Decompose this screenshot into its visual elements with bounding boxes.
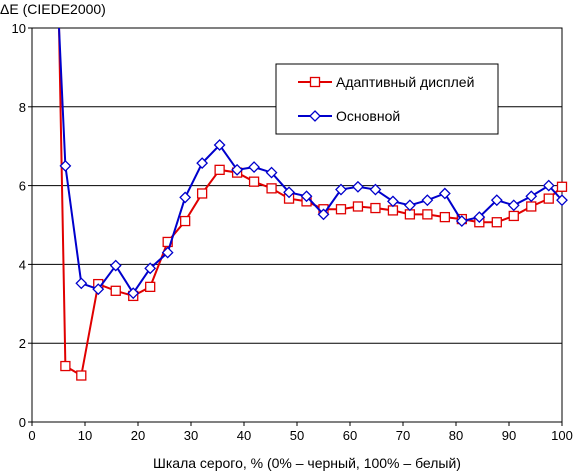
data-point-main bbox=[109, 259, 122, 272]
data-point-main bbox=[317, 208, 330, 221]
data-point-adaptive bbox=[556, 181, 568, 192]
data-point-adaptive bbox=[60, 360, 71, 372]
data-point-main bbox=[352, 180, 364, 193]
data-point-main bbox=[438, 187, 451, 200]
data-point-main bbox=[75, 277, 88, 290]
data-point-main bbox=[179, 191, 192, 204]
x-tick-label: 90 bbox=[502, 428, 516, 443]
y-axis-ticks: 0 2 4 6 8 10 bbox=[12, 21, 32, 430]
legend-box bbox=[275, 63, 499, 135]
x-axis-ticks: 0 10 20 30 40 50 60 70 80 90 100 bbox=[28, 422, 573, 443]
legend-label: Адаптивный дисплей bbox=[336, 74, 474, 90]
data-point-main bbox=[92, 283, 105, 296]
data-point-main bbox=[507, 199, 520, 212]
data-point-main bbox=[403, 199, 416, 212]
data-point-main bbox=[161, 246, 174, 259]
data-point-adaptive bbox=[110, 285, 121, 296]
data-point-main bbox=[369, 183, 382, 196]
data-point-main bbox=[213, 139, 226, 151]
x-tick-label: 40 bbox=[237, 428, 251, 443]
data-point-main bbox=[300, 190, 313, 203]
data-point-adaptive bbox=[196, 188, 208, 199]
y-axis-label: ΔE (CIEDE2000) bbox=[0, 1, 106, 17]
x-tick-label: 70 bbox=[396, 428, 410, 443]
data-point-main bbox=[455, 215, 468, 227]
data-point-adaptive bbox=[162, 236, 173, 248]
data-point-main bbox=[283, 186, 295, 199]
legend: Адаптивный дисплей Основной bbox=[275, 63, 499, 135]
y-tick-label: 0 bbox=[19, 415, 26, 430]
series-layer bbox=[58, 28, 568, 381]
data-point-main bbox=[127, 287, 140, 300]
data-point-main bbox=[309, 110, 321, 122]
x-tick-label: 50 bbox=[290, 428, 304, 443]
x-tick-label: 30 bbox=[184, 428, 198, 443]
data-point-main bbox=[525, 190, 538, 203]
x-tick-label: 10 bbox=[78, 428, 92, 443]
x-tick-label: 100 bbox=[551, 428, 573, 443]
data-point-main bbox=[556, 194, 568, 207]
y-tick-label: 10 bbox=[12, 21, 26, 36]
data-point-adaptive bbox=[543, 193, 554, 204]
legend-label: Основной bbox=[336, 108, 400, 124]
x-tick-label: 60 bbox=[343, 428, 357, 443]
y-tick-label: 6 bbox=[19, 179, 26, 194]
data-point-main bbox=[421, 194, 434, 207]
legend-item: Адаптивный дисплей bbox=[298, 74, 474, 90]
data-point-adaptive bbox=[491, 217, 502, 228]
data-point-main bbox=[473, 211, 486, 224]
data-point-adaptive bbox=[214, 164, 225, 175]
y-tick-label: 4 bbox=[19, 257, 26, 272]
data-point-adaptive bbox=[180, 215, 191, 227]
data-point-adaptive bbox=[309, 76, 321, 88]
data-point-adaptive bbox=[335, 204, 347, 215]
data-point-main bbox=[231, 163, 244, 176]
data-point-main bbox=[542, 179, 555, 192]
data-point-adaptive bbox=[145, 281, 156, 293]
data-point-adaptive bbox=[508, 210, 519, 222]
data-point-adaptive bbox=[76, 370, 87, 381]
data-point-main bbox=[144, 262, 157, 275]
x-axis-label: Шкала серого, % (0% – черный, 100% – бел… bbox=[153, 455, 461, 471]
data-point-main bbox=[59, 159, 72, 172]
data-point-adaptive bbox=[352, 201, 364, 212]
data-point-main bbox=[387, 195, 399, 208]
series-main bbox=[58, 28, 568, 300]
data-point-adaptive bbox=[370, 202, 381, 214]
data-point-main bbox=[335, 183, 347, 196]
x-tick-label: 80 bbox=[449, 428, 463, 443]
x-tick-label: 0 bbox=[28, 428, 35, 443]
data-point-adaptive bbox=[266, 183, 277, 194]
data-point-main bbox=[196, 157, 209, 170]
x-tick-label: 20 bbox=[131, 428, 145, 443]
y-tick-label: 2 bbox=[19, 336, 26, 351]
data-point-adaptive bbox=[248, 176, 260, 187]
y-tick-label: 8 bbox=[19, 100, 26, 115]
data-point-adaptive bbox=[439, 211, 451, 223]
data-point-main bbox=[490, 194, 503, 207]
data-point-adaptive bbox=[422, 209, 433, 220]
data-point-main bbox=[265, 166, 278, 179]
data-point-adaptive bbox=[526, 201, 537, 212]
legend-item: Основной bbox=[298, 108, 400, 124]
data-point-main bbox=[248, 161, 260, 174]
